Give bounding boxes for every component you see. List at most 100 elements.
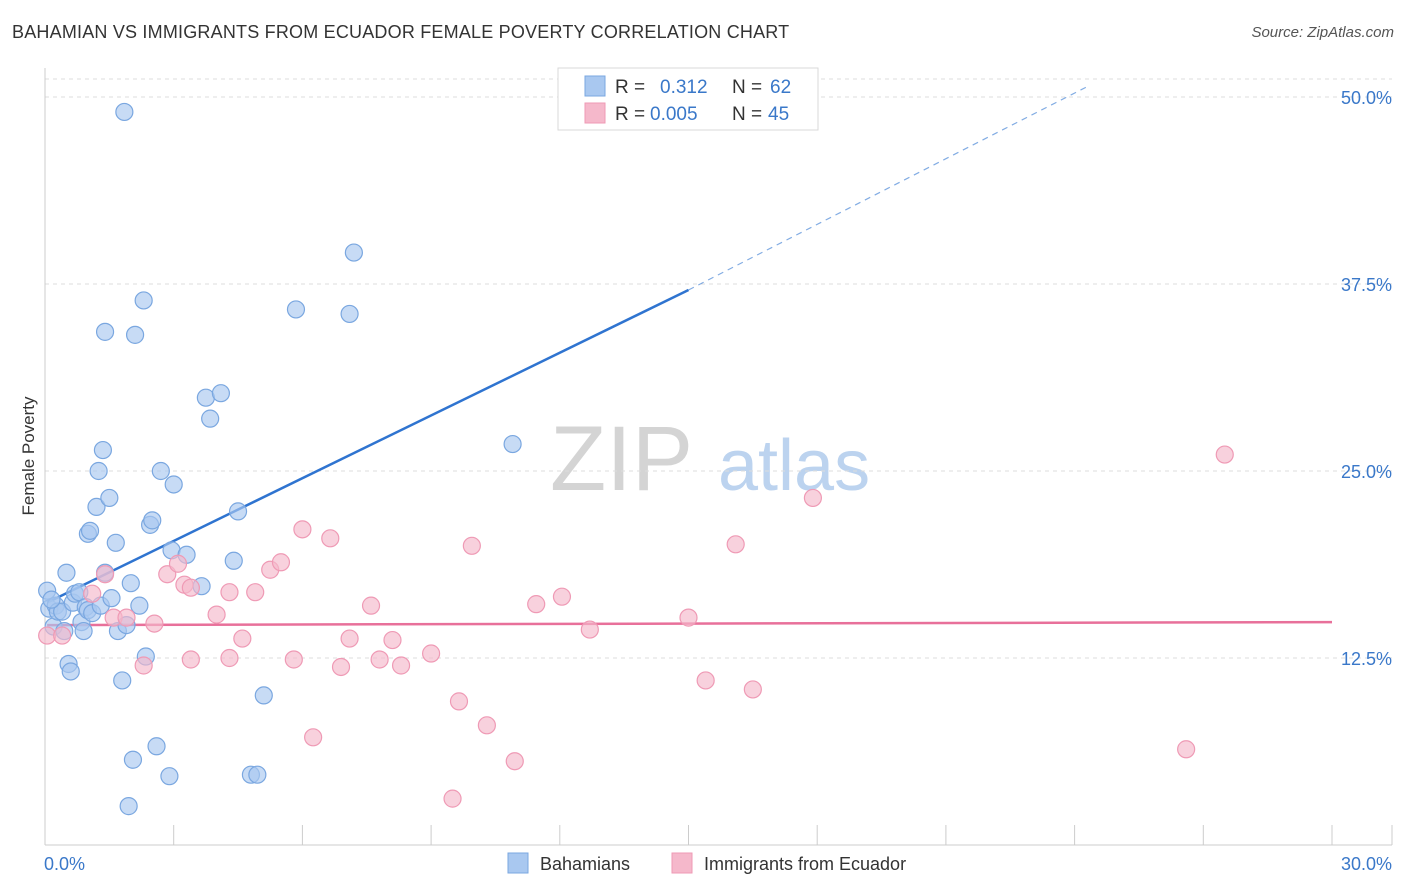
y-tick-label: 12.5% <box>1341 649 1392 669</box>
data-point <box>207 605 226 624</box>
data-point <box>74 621 93 641</box>
data-point <box>331 657 351 677</box>
stats-swatch-bahamians <box>584 75 606 97</box>
data-point <box>102 589 121 608</box>
data-point <box>211 384 230 403</box>
y-tick-label: 37.5% <box>1341 275 1392 295</box>
data-point <box>552 587 572 606</box>
data-point <box>462 536 481 555</box>
y-tick-label: 50.0% <box>1341 88 1392 108</box>
data-point <box>743 680 762 699</box>
data-point <box>224 551 243 570</box>
data-point <box>233 629 252 648</box>
data-point <box>248 765 267 784</box>
data-point <box>147 737 166 756</box>
stats-r-value-2: 0.005 <box>650 104 698 125</box>
data-point <box>696 671 715 690</box>
series-legend: Bahamians Immigrants from Ecuador <box>507 852 906 874</box>
x-tick-label: 30.0% <box>1341 854 1392 874</box>
data-point <box>527 595 546 614</box>
data-point <box>143 511 162 530</box>
data-point <box>134 291 153 310</box>
data-point <box>580 620 599 639</box>
data-points <box>38 102 1234 816</box>
data-point <box>201 409 220 428</box>
data-point <box>106 533 125 552</box>
watermark-atlas: atlas <box>718 426 870 506</box>
data-point <box>80 521 100 540</box>
stats-r-label-1: R = <box>615 77 645 98</box>
data-point <box>100 488 119 508</box>
data-point <box>130 596 149 615</box>
data-point <box>503 434 522 454</box>
data-point <box>286 300 306 319</box>
data-point <box>89 461 108 481</box>
data-point <box>293 520 312 539</box>
y-tick-label: 25.0% <box>1341 462 1392 482</box>
watermark-zip: ZIP <box>550 408 693 510</box>
data-point <box>53 626 72 645</box>
data-point <box>42 590 61 609</box>
data-point <box>134 656 153 675</box>
stats-n-label-2: N = <box>732 104 762 125</box>
data-point <box>1177 740 1196 759</box>
legend-label-ecuador: Immigrants from Ecuador <box>704 854 906 874</box>
x-tick-label: 0.0% <box>44 854 85 874</box>
data-point <box>321 529 340 548</box>
data-point <box>383 630 402 650</box>
data-point <box>477 716 496 735</box>
data-point <box>87 497 106 517</box>
data-point <box>196 388 215 407</box>
trend-line-bahamians-extension <box>688 85 1088 291</box>
data-point <box>228 502 248 521</box>
data-point <box>61 662 80 681</box>
stats-legend: R = 0.312 N = 62 R = 0.005 N = 45 <box>557 67 819 131</box>
data-point <box>284 650 303 669</box>
data-point <box>93 440 113 460</box>
data-point <box>145 614 164 633</box>
data-point <box>340 629 359 648</box>
data-point <box>151 461 170 481</box>
data-point <box>160 767 179 786</box>
data-point <box>726 535 745 554</box>
data-point <box>304 728 323 747</box>
data-point <box>220 648 239 668</box>
data-point <box>117 608 136 627</box>
stats-r-value-1: 0.312 <box>660 77 708 98</box>
data-point <box>123 750 143 769</box>
data-point <box>370 650 389 669</box>
data-point <box>168 554 188 573</box>
data-point <box>391 656 411 675</box>
data-point <box>95 322 115 341</box>
data-point <box>254 686 273 705</box>
axes: 12.5% 25.0% 37.5% 50.0% 0.0% 30.0% <box>44 68 1393 874</box>
data-point <box>1215 445 1234 464</box>
data-point <box>422 644 441 663</box>
data-point <box>340 304 359 324</box>
series-ecuador <box>38 445 1234 808</box>
legend-label-bahamians: Bahamians <box>540 854 630 874</box>
data-point <box>121 574 140 593</box>
data-point <box>271 553 291 572</box>
data-point <box>181 650 200 669</box>
data-point <box>57 563 76 582</box>
data-point <box>164 475 183 494</box>
data-point <box>443 789 462 808</box>
stats-r-label-2: R = <box>615 104 645 125</box>
stats-n-value-1: 62 <box>770 77 791 98</box>
chart-source: Source: ZipAtlas.com <box>1251 24 1394 41</box>
data-point <box>344 243 363 262</box>
data-point <box>246 583 265 602</box>
data-point <box>119 797 138 816</box>
data-point <box>505 752 524 771</box>
grid-lines <box>45 78 1392 659</box>
data-point <box>115 102 134 122</box>
data-point <box>125 325 145 344</box>
stats-swatch-ecuador <box>584 102 606 124</box>
y-axis-label: Female Poverty <box>19 396 38 516</box>
stats-n-label-1: N = <box>732 77 762 98</box>
data-point <box>83 584 102 603</box>
chart-title: BAHAMIAN VS IMMIGRANTS FROM ECUADOR FEMA… <box>12 22 790 42</box>
